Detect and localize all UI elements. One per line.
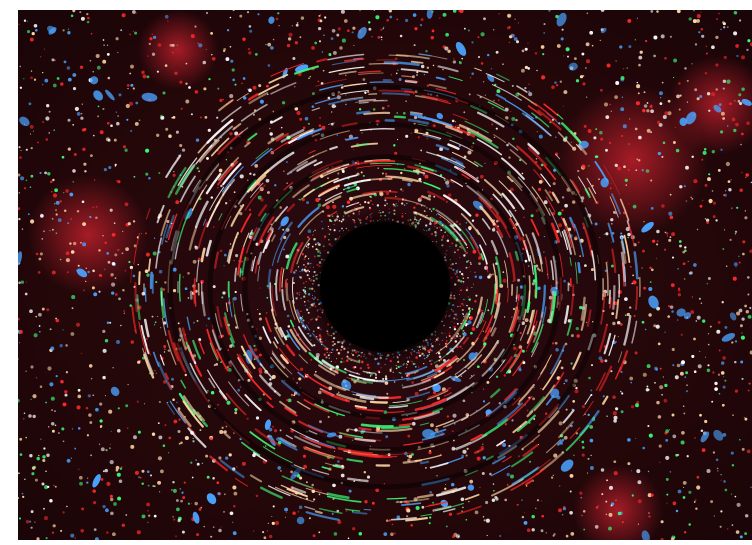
lensing-rings (130, 53, 641, 522)
black-hole-image (18, 10, 752, 540)
nebula-glows (28, 10, 752, 540)
black-hole-scene (18, 10, 752, 540)
black-hole-center (320, 222, 450, 352)
starfield (18, 10, 752, 540)
